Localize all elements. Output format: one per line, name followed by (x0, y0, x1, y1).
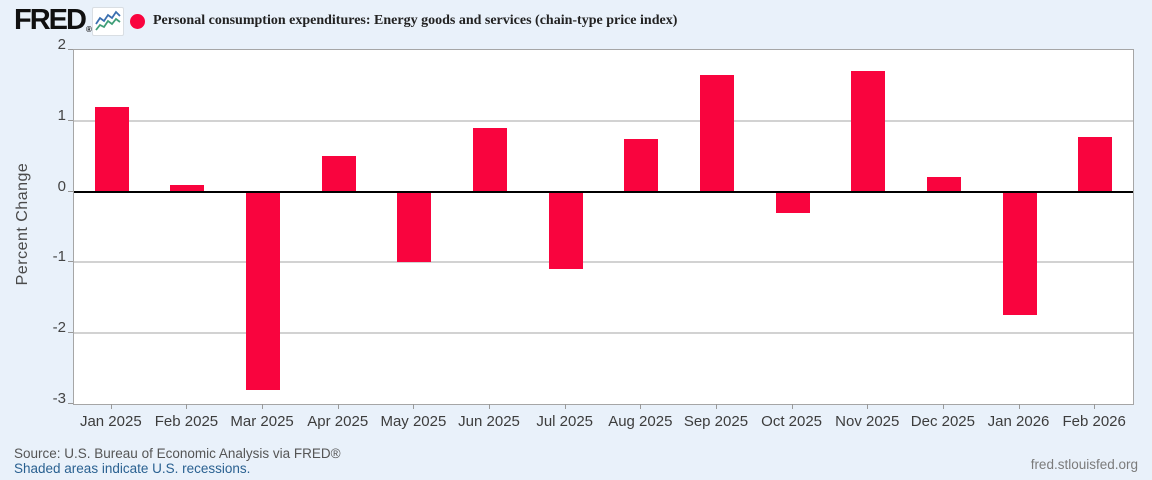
bar-feb-2025[interactable] (170, 184, 205, 192)
sparkline-icon[interactable] (92, 7, 124, 36)
fred-site-link[interactable]: fred.stlouisfed.org (1030, 457, 1138, 472)
x-tick-label-jul-2025: Jul 2025 (536, 413, 594, 430)
source-note: Source: U.S. Bureau of Economic Analysis… (14, 446, 341, 461)
bar-jan-2025[interactable] (94, 106, 129, 192)
y-tick-mark (68, 119, 73, 121)
x-tick-mark (715, 404, 717, 409)
x-tick-label-dec-2025: Dec 2025 (910, 413, 975, 430)
bar-apr-2025[interactable] (321, 156, 356, 192)
x-tick-mark (489, 404, 491, 409)
gridline-1 (74, 119, 1133, 122)
zero-line (74, 190, 1133, 193)
plot-area (73, 49, 1134, 405)
x-tick-label-jan-2025: Jan 2025 (79, 413, 142, 430)
fred-logo[interactable]: FRED ® (14, 4, 92, 37)
line-chart-icon (95, 10, 121, 31)
x-tick-mark (791, 404, 793, 409)
x-tick-mark (262, 404, 264, 409)
x-tick-mark (110, 404, 112, 409)
y-tick-label--3: -3 (52, 390, 66, 407)
bar-aug-2025[interactable] (624, 138, 659, 192)
bar-sep-2025[interactable] (699, 74, 734, 192)
x-tick-mark (186, 404, 188, 409)
x-tick-mark (867, 404, 869, 409)
x-tick-mark (942, 404, 944, 409)
x-tick-label-sep-2025: Sep 2025 (683, 413, 749, 430)
bar-oct-2025[interactable] (775, 191, 810, 213)
bar-nov-2025[interactable] (851, 71, 886, 192)
bar-feb-2026[interactable] (1078, 137, 1113, 192)
x-tick-mark (564, 404, 566, 409)
x-tick-label-may-2025: May 2025 (380, 413, 447, 430)
chart-title: Personal consumption expenditures: Energ… (153, 13, 678, 28)
gridline--2 (74, 332, 1133, 335)
recession-note-link[interactable]: Shaded areas indicate U.S. recessions. (14, 461, 251, 476)
x-tick-label-jun-2025: Jun 2025 (458, 413, 520, 430)
bar-mar-2025[interactable] (246, 191, 281, 390)
bar-may-2025[interactable] (397, 191, 432, 263)
x-tick-label-oct-2025: Oct 2025 (761, 413, 823, 430)
y-tick-mark (68, 190, 73, 192)
y-tick-mark (68, 261, 73, 263)
y-axis-title: Percent Change (14, 162, 31, 286)
bar-jun-2025[interactable] (473, 127, 508, 192)
y-tick-mark (68, 403, 73, 404)
y-tick-label-0: 0 (57, 177, 66, 195)
y-tick-mark (68, 49, 73, 50)
x-tick-mark (1094, 404, 1096, 409)
y-tick-label-2: 2 (57, 36, 66, 53)
x-tick-label-mar-2025: Mar 2025 (230, 413, 294, 430)
x-tick-mark (337, 404, 339, 409)
bar-jan-2026[interactable] (1002, 191, 1037, 316)
x-tick-label-nov-2025: Nov 2025 (835, 413, 900, 430)
x-tick-label-jan-2026: Jan 2026 (987, 413, 1050, 430)
x-tick-mark (640, 404, 642, 409)
series-legend-marker (130, 14, 145, 29)
x-tick-label-feb-2025: Feb 2025 (154, 413, 219, 430)
y-tick-label-1: 1 (57, 106, 66, 124)
bar-jul-2025[interactable] (548, 191, 583, 270)
registered-trademark: ® (85, 25, 92, 34)
x-tick-mark (1018, 404, 1020, 409)
y-tick-label--2: -2 (52, 319, 66, 337)
gridline--1 (74, 261, 1133, 264)
x-tick-mark (413, 404, 415, 409)
x-tick-label-feb-2026: Feb 2026 (1062, 413, 1126, 430)
y-tick-mark (68, 332, 73, 334)
fred-logo-text: FRED (14, 4, 87, 36)
x-tick-label-apr-2025: Apr 2025 (307, 413, 369, 430)
bar-dec-2025[interactable] (926, 177, 961, 192)
y-tick-label--1: -1 (52, 248, 66, 266)
x-tick-label-aug-2025: Aug 2025 (608, 413, 673, 430)
